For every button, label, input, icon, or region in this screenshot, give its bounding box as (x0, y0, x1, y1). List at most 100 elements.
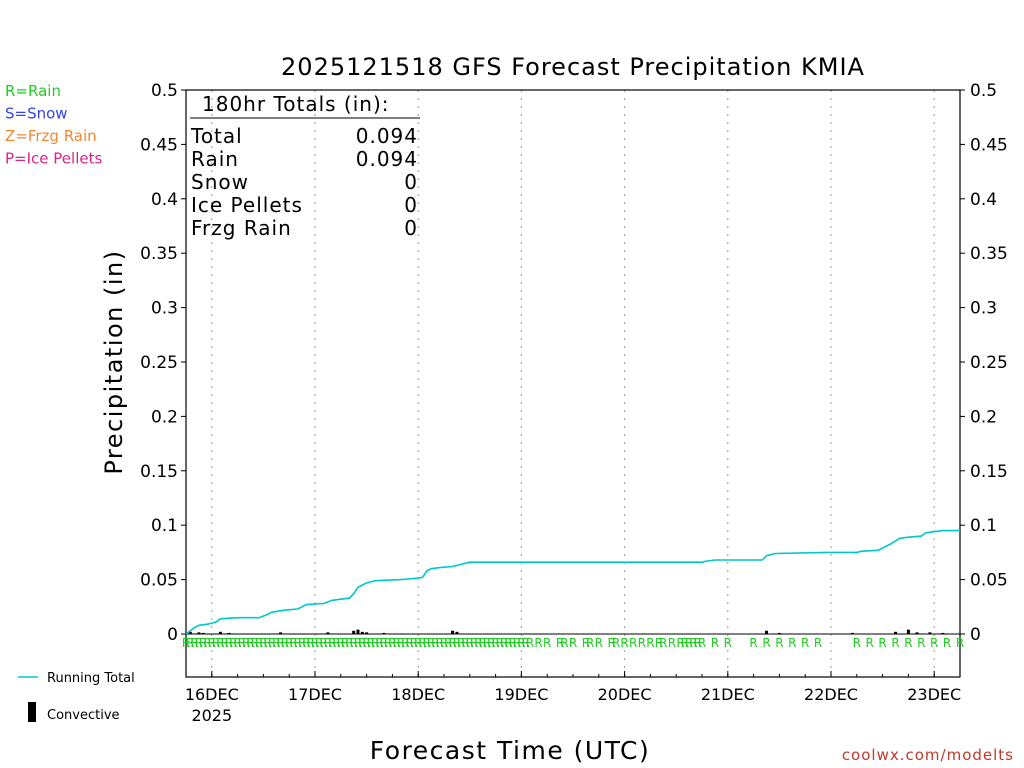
rain-marker: R (229, 636, 237, 650)
convective-bar (455, 631, 459, 634)
rain-marker: R (711, 636, 719, 650)
rain-marker: R (182, 636, 190, 650)
y-tick-label-right: 0.2 (970, 407, 997, 427)
rain-marker: R (311, 636, 319, 650)
convective-bar (352, 630, 356, 634)
rain-marker: R (681, 636, 689, 650)
rain-marker: R (629, 636, 637, 650)
rain-marker: R (324, 636, 332, 650)
rain-marker: R (440, 636, 448, 650)
x-tick-label: 20DEC (598, 685, 652, 704)
convective-bar (915, 632, 919, 634)
precip-type-markers: RRRRRRRRRRRRRRRRRRRRRRRRRRRRRRRRRRRRRRRR… (182, 636, 964, 650)
totals-heading: 180hr Totals (in): (202, 92, 390, 116)
rain-marker: R (749, 636, 757, 650)
rain-marker: R (216, 636, 224, 650)
convective-bar (941, 632, 945, 634)
convective-bar (218, 631, 222, 634)
totals-row-label: Frzg Rain (191, 216, 292, 240)
y-tick-label-left: 0.05 (140, 571, 178, 591)
rain-marker: R (208, 636, 216, 650)
convective-bar (365, 632, 369, 634)
rain-marker: R (801, 636, 809, 650)
rain-marker: R (509, 636, 517, 650)
rain-marker: R (345, 636, 353, 650)
convective-bar (851, 632, 854, 634)
x-tick-label: 21DEC (701, 685, 755, 704)
y-tick-label-right: 0.15 (970, 462, 1008, 482)
rain-marker: R (543, 636, 551, 650)
rain-marker: R (294, 636, 302, 650)
rain-marker: R (388, 636, 396, 650)
rain-marker: R (337, 636, 345, 650)
totals-box: 180hr Totals (in): Total 0.094 Rain 0.094 Sno… (190, 92, 420, 240)
rain-marker: R (586, 636, 594, 650)
rain-marker: R (457, 636, 465, 650)
rain-marker: R (943, 636, 951, 650)
chart-title: 2025121518 GFS Forecast Precipitation KM… (281, 53, 865, 81)
convective-bar (201, 632, 205, 634)
rain-marker: R (221, 636, 229, 650)
rain-marker: R (259, 636, 267, 650)
legend-type-key: Z=Frzg Rain (5, 127, 97, 145)
running-total-line (185, 529, 960, 635)
rain-marker: R (694, 636, 702, 650)
rain-marker: R (453, 636, 461, 650)
x-tick-label: 19DEC (494, 685, 548, 704)
x-tick-sublabel: 2025 (191, 706, 232, 725)
y-tick-label-right: 0.35 (970, 244, 1008, 264)
rain-marker: R (246, 636, 254, 650)
rain-marker: R (522, 636, 530, 650)
rain-marker: R (474, 636, 482, 650)
y-tick-label-right: 0 (970, 625, 981, 645)
rain-marker: R (504, 636, 512, 650)
legend-type-key: P=Ice Pellets (5, 150, 102, 168)
rain-marker: R (225, 636, 233, 650)
rain-marker: R (436, 636, 444, 650)
rain-marker: R (375, 636, 383, 650)
rain-marker: R (470, 636, 478, 650)
y-tick-label-right: 0.25 (970, 353, 1008, 373)
rain-marker: R (608, 636, 616, 650)
convective-bar (382, 632, 386, 634)
rain-marker: R (190, 636, 198, 650)
rain-marker: R (724, 636, 732, 650)
rain-marker: R (517, 636, 525, 650)
legend-convective-swatch (28, 702, 36, 722)
rain-marker: R (410, 636, 418, 650)
rain-marker: R (930, 636, 938, 650)
convective-bar (356, 629, 360, 634)
legend-convective-label: Convective (47, 708, 120, 723)
y-tick-label-left: 0.35 (140, 244, 178, 264)
rain-marker: R (569, 636, 577, 650)
rain-marker: R (281, 636, 289, 650)
rain-marker: R (418, 636, 426, 650)
totals-row-label: Snow (191, 170, 249, 194)
axes (181, 89, 965, 678)
rain-marker: R (431, 636, 439, 650)
x-axis-label: Forecast Time (UTC) (370, 736, 650, 765)
rain-marker: R (328, 636, 336, 650)
rain-marker: R (853, 636, 861, 650)
convective-bar (279, 632, 283, 634)
rain-marker: R (405, 636, 413, 650)
rain-marker: R (668, 636, 676, 650)
totals-row-value: 0 (404, 170, 418, 194)
rain-marker: R (646, 636, 654, 650)
y-tick-label-left: 0.1 (151, 516, 178, 536)
totals-row-label: Total (190, 124, 243, 148)
rain-marker: R (186, 636, 194, 650)
rain-marker: R (448, 636, 456, 650)
rain-marker: R (866, 636, 874, 650)
rain-marker: R (212, 636, 220, 650)
rain-marker: R (659, 636, 667, 650)
rain-marker: R (917, 636, 925, 650)
rain-marker: R (685, 636, 693, 650)
rain-marker: R (582, 636, 590, 650)
legend-type-key: R=Rain (5, 82, 61, 100)
y-tick-label-left: 0.25 (140, 353, 178, 373)
rain-marker: R (461, 636, 469, 650)
rain-marker: R (233, 636, 241, 650)
rain-marker: R (242, 636, 250, 650)
